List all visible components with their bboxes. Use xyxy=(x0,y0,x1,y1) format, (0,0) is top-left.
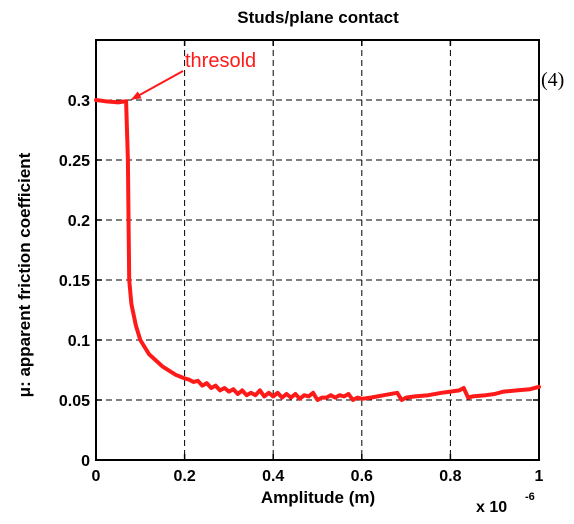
y-tick-label: 0.1 xyxy=(68,333,90,350)
x-tick-labels: 0 0.2 0.4 0.6 0.8 1 xyxy=(92,468,544,485)
y-tick-labels: 0 0.05 0.1 0.15 0.2 0.25 0.3 xyxy=(59,93,90,470)
y-tick-label: 0.15 xyxy=(59,273,90,290)
x-tick-label: 0 xyxy=(92,468,101,485)
series-line xyxy=(94,98,541,402)
axis-ticks xyxy=(95,40,540,461)
threshold-arrow xyxy=(131,70,184,101)
equation-number: (4) xyxy=(541,69,564,91)
y-tick-label: 0.05 xyxy=(59,393,90,410)
threshold-annotation: thresold xyxy=(185,50,256,72)
y-tick-label: 0 xyxy=(81,453,90,470)
x-tick-label: 0.8 xyxy=(439,468,461,485)
x-tick-label: 0.2 xyxy=(173,468,195,485)
x-multiplier-base: x 10 xyxy=(476,499,507,516)
y-tick-label: 0.2 xyxy=(68,213,90,230)
series-group xyxy=(94,98,541,402)
plot-frame xyxy=(95,39,540,461)
x-multiplier-exponent: -6 xyxy=(525,491,535,503)
x-tick-label: 0.6 xyxy=(351,468,373,485)
y-axis-label: μ: apparent friction coefficient xyxy=(15,152,34,397)
x-tick-label: 0.4 xyxy=(262,468,284,485)
y-tick-label: 0.3 xyxy=(68,93,90,110)
y-tick-label: 0.25 xyxy=(59,153,90,170)
x-axis-label: Amplitude (m) xyxy=(261,488,375,507)
chart-title: Studs/plane contact xyxy=(237,8,399,27)
x-tick-label: 1 xyxy=(535,468,544,485)
